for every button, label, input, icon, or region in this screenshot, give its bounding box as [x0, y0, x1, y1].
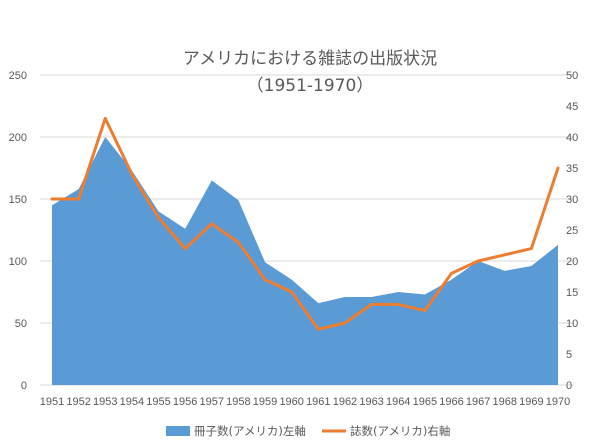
y-right-tick-label: 20 — [566, 256, 578, 268]
x-tick-label: 1967 — [466, 396, 490, 408]
legend-label-area: 冊子数(アメリカ)左軸 — [194, 424, 306, 438]
x-tick-label: 1960 — [279, 396, 303, 408]
y-right-tick-label: 10 — [566, 318, 578, 330]
x-tick-label: 1954 — [120, 396, 144, 408]
y-right-tick-label: 35 — [566, 163, 578, 175]
area-series-layer — [52, 137, 558, 385]
x-tick-label: 1965 — [413, 396, 437, 408]
y-right-tick-label: 45 — [566, 101, 578, 113]
x-tick-label: 1962 — [333, 396, 357, 408]
x-tick-label: 1966 — [439, 396, 463, 408]
y-left-tick-label: 150 — [9, 194, 27, 206]
line-series-layer — [50, 116, 560, 331]
x-tick-label: 1955 — [146, 396, 170, 408]
y-left-tick-label: 0 — [21, 380, 27, 392]
area-series-booklets — [52, 137, 558, 385]
x-tick-label: 1969 — [519, 396, 543, 408]
x-tick-label: 1968 — [492, 396, 516, 408]
legend-swatch-area — [166, 426, 190, 436]
legend: 冊子数(アメリカ)左軸 誌数(アメリカ)右軸 — [166, 424, 450, 438]
x-tick-label: 1961 — [306, 396, 330, 408]
y-right-tick-label: 50 — [566, 70, 578, 82]
y-right-tick-label: 30 — [566, 194, 578, 206]
chart-title: アメリカにおける雑誌の出版状況 — [183, 49, 437, 69]
x-tick-label: 1970 — [546, 396, 570, 408]
x-tick-label: 1964 — [386, 396, 410, 408]
y-right-tick-label: 40 — [566, 132, 578, 144]
x-tick-label: 1958 — [226, 396, 250, 408]
y-left-tick-label: 100 — [9, 256, 27, 268]
y-right-tick-label: 5 — [566, 349, 572, 361]
x-tick-label: 1951 — [40, 396, 64, 408]
chart-subtitle: （1951-1970） — [247, 76, 374, 96]
x-tick-label: 1959 — [253, 396, 277, 408]
y-right-tick-label: 15 — [566, 287, 578, 299]
x-tick-label: 1956 — [173, 396, 197, 408]
y-right-tick-label: 25 — [566, 225, 578, 237]
y-left-tick-label: 50 — [15, 318, 27, 330]
line-series-titles — [50, 116, 560, 331]
x-tick-label: 1953 — [93, 396, 117, 408]
x-tick-label: 1957 — [200, 396, 224, 408]
x-tick-label: 1963 — [359, 396, 383, 408]
y-left-tick-label: 250 — [9, 70, 27, 82]
y-right-tick-label: 0 — [566, 380, 572, 392]
legend-label-line: 誌数(アメリカ)右軸 — [350, 424, 450, 438]
x-tick-label: 1952 — [66, 396, 90, 408]
y-left-tick-label: 200 — [9, 132, 27, 144]
